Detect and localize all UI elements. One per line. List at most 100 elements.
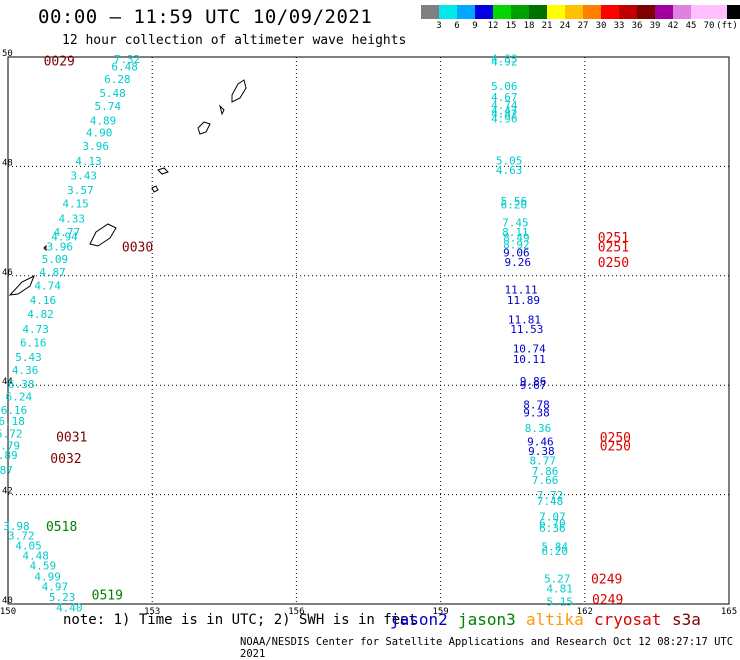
wave-height-value: 7.45 <box>502 217 529 230</box>
wave-height-value: 7.48 <box>537 495 564 508</box>
color-swatch <box>547 5 565 19</box>
island <box>231 79 247 103</box>
wave-height-value: 3.98 <box>3 520 30 533</box>
wave-height-value: 4.94 <box>51 230 78 243</box>
wave-height-value: 4.13 <box>75 155 102 168</box>
color-swatch <box>565 5 583 19</box>
legend-altika: altika <box>526 610 584 629</box>
longitude-tick-label: 165 <box>721 607 737 617</box>
color-scale-label: 30 <box>595 21 607 31</box>
longitude-tick-label: 156 <box>288 607 304 617</box>
wave-height-value: 4.82 <box>491 107 518 120</box>
wave-height-value: 3.57 <box>67 184 94 197</box>
coastline-islands <box>8 79 247 296</box>
wave-height-value: 4.15 <box>62 198 89 211</box>
wave-height-value: 11.81 <box>508 314 541 327</box>
latitude-tick-label: 50 <box>2 49 13 59</box>
wave-height-value: 4.96 <box>491 112 518 125</box>
wave-height-value: 4.74 <box>491 99 518 112</box>
wave-height-value: 8.77 <box>530 455 557 468</box>
color-scale-label: 3 <box>436 21 442 31</box>
wave-height-value: 4.05 <box>15 539 42 552</box>
wave-height-value: 4.89 <box>90 114 117 127</box>
wave-height-value: 7.72 <box>537 489 564 502</box>
pass-label: 0518 <box>46 520 77 535</box>
wave-height-value: 9.46 <box>527 436 554 449</box>
color-scale-label: 12 <box>487 21 499 31</box>
color-scale-label: 24 <box>559 21 571 31</box>
pass-label: 0032 <box>50 452 81 467</box>
wave-height-value: 3.96 <box>46 240 73 253</box>
wave-height-value: 10.74 <box>513 343 546 356</box>
wave-height-value: 4.87 <box>39 266 66 279</box>
pass-label: 0031 <box>56 431 87 446</box>
color-scale-label: 18 <box>523 21 535 31</box>
latitude-tick-label: 40 <box>2 596 13 606</box>
wave-height-value: 4.77 <box>54 226 80 239</box>
wave-height-value: 5.84 <box>542 541 569 554</box>
footnote: note: 1) Time is in UTC; 2) SWH is in fe… <box>63 612 418 628</box>
wave-height-value: 9.86 <box>520 375 547 388</box>
color-swatch <box>439 5 457 19</box>
pass-label: 0250 <box>600 439 631 454</box>
swh-values: 7.326.486.285.485.744.894.903.964.133.43… <box>0 53 573 615</box>
wave-height-value: 4.92 <box>491 55 518 68</box>
color-swatch <box>457 5 475 19</box>
legend-s3a: s3a <box>672 610 701 629</box>
color-swatch <box>583 5 601 19</box>
wave-height-value: 4.74 <box>34 280 61 293</box>
wave-height-value: 5.23 <box>49 591 76 604</box>
wave-height-value: 6.36 <box>539 522 566 535</box>
pass-label: 0251 <box>598 231 629 246</box>
wave-height-value: 6.16 <box>20 337 47 350</box>
wave-height-value: 4.79 <box>0 439 20 452</box>
wave-height-value: 5.48 <box>99 87 126 100</box>
color-scale-label: (ft) <box>716 21 738 31</box>
wave-height-value: 6.20 <box>542 545 569 558</box>
wave-height-value: 4.16 <box>30 294 56 307</box>
wave-height-value: 4.36 <box>12 364 39 377</box>
wave-height-value: 4.99 <box>34 571 61 584</box>
wave-height-value: 4.90 <box>86 126 113 139</box>
wave-height-value: 4.63 <box>496 164 523 177</box>
color-scale-label: 39 <box>649 21 661 31</box>
wave-height-value: 4.67 <box>491 91 518 104</box>
color-swatch <box>709 5 727 19</box>
longitude-tick-label: 162 <box>577 607 593 617</box>
color-swatch <box>691 5 709 19</box>
wave-height-value: 7.66 <box>532 474 559 487</box>
pass-label: 0249 <box>592 593 623 608</box>
color-swatch <box>475 5 493 19</box>
wave-height-value: 6.20 <box>501 199 528 212</box>
color-swatch <box>493 5 511 19</box>
wave-height-value: 8.78 <box>523 398 550 411</box>
color-scale-label: 6 <box>454 21 460 31</box>
color-swatch <box>727 5 740 19</box>
wave-height-value: 4.40 <box>56 601 83 614</box>
longitude-tick-label: 159 <box>432 607 448 617</box>
wave-height-value: 9.06 <box>503 246 530 259</box>
pass-label: 0249 <box>591 572 622 587</box>
wave-height-value: 6.16 <box>1 404 28 417</box>
latitude-tick-label: 48 <box>2 158 13 168</box>
wave-height-value: 5.05 <box>496 154 523 167</box>
wave-height-value: 9.38 <box>523 407 550 420</box>
wave-height-value: 5.06 <box>491 80 518 93</box>
wave-height-value: 8.36 <box>525 422 552 435</box>
wave-height-value: 6.24 <box>6 391 33 404</box>
color-scale-label: 27 <box>577 21 589 31</box>
wave-height-value: 4.47 <box>491 105 518 118</box>
color-scale-label: 45 <box>685 21 697 31</box>
wave-height-value: 7.86 <box>532 465 559 478</box>
pass-label: 0519 <box>92 589 123 604</box>
wave-height-value: 4.48 <box>22 549 48 562</box>
page-title: 00:00 – 11:59 UTC 10/09/2021 <box>38 6 373 28</box>
color-scale-label: 21 <box>541 21 553 31</box>
wave-height-value: 4.82 <box>27 308 54 321</box>
wave-height-value: 5.56 <box>501 195 528 208</box>
wave-height-value: 5.74 <box>95 100 122 113</box>
wave-height-value: 6.38 <box>8 378 35 391</box>
legend-jason2: jason2 <box>390 610 448 629</box>
wave-height-value: 8.11 <box>502 226 529 239</box>
